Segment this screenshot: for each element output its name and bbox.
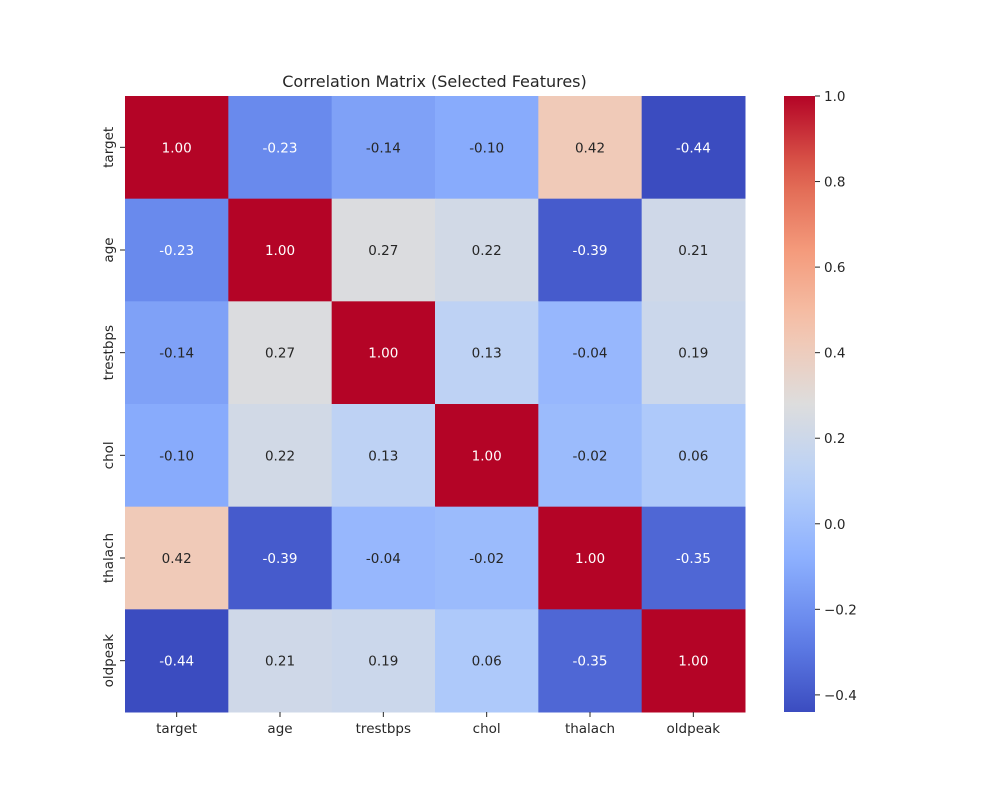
heatmap-cell: [641, 506, 746, 610]
y-tick-label: age: [101, 237, 117, 262]
cell-value-label: 0.22: [472, 243, 502, 259]
cell-value-label: -0.02: [573, 448, 608, 464]
y-tick-label: thalach: [101, 533, 117, 583]
cell-value-label: 1.00: [575, 551, 605, 567]
cell-value-label: -0.39: [263, 551, 298, 567]
colorbar-tick-label: 0.0: [824, 517, 845, 533]
cell-value-label: 0.19: [368, 654, 398, 670]
cell-value-label: -0.44: [676, 140, 711, 156]
y-axis-ticks: target age trestbps chol thalach oldpeak: [101, 127, 125, 688]
cell-value-label: -0.14: [366, 140, 401, 156]
y-tick-label: trestbps: [101, 325, 117, 380]
cell-value-label: 0.13: [472, 346, 502, 362]
heatmap-cell: [125, 506, 229, 610]
heatmap-cell: [331, 96, 436, 200]
heatmap-cell: [125, 404, 229, 508]
cell-value-label: 0.19: [678, 346, 708, 362]
heatmap-cell: [125, 198, 229, 302]
cell-value-label: -0.14: [159, 346, 194, 362]
cell-value-label: -0.23: [159, 243, 194, 259]
colorbar-tick-label: −0.4: [824, 688, 857, 704]
heatmap-cell: [125, 301, 229, 405]
heatmap-cell: [435, 96, 539, 200]
cell-value-label: 0.06: [472, 654, 502, 670]
heatmap-cell: [641, 198, 746, 302]
colorbar-tick-label: −0.2: [824, 602, 857, 618]
cell-value-label: -0.35: [573, 654, 608, 670]
heatmap-cell: [331, 198, 436, 302]
heatmap-cell: [538, 609, 643, 713]
heatmap-cell: [641, 96, 746, 200]
heatmap-cell: [331, 506, 436, 610]
y-tick-label: chol: [101, 441, 117, 469]
heatmap-cell: [125, 609, 229, 713]
cell-value-label: 0.42: [162, 551, 192, 567]
x-tick-label: oldpeak: [667, 721, 721, 737]
heatmap-cell: [641, 301, 746, 405]
heatmap-cell: [538, 506, 643, 610]
cell-value-label: 0.21: [678, 243, 708, 259]
x-tick-label: age: [267, 721, 292, 737]
cell-value-label: 0.13: [368, 448, 398, 464]
heatmap-cell: [538, 301, 643, 405]
cell-value-label: -0.39: [573, 243, 608, 259]
heatmap-cell: [435, 506, 539, 610]
cell-value-label: 0.21: [265, 654, 295, 670]
cell-value-label: -0.10: [469, 140, 504, 156]
cell-value-label: 0.22: [265, 448, 295, 464]
cell-value-label: -0.02: [469, 551, 504, 567]
heatmap-cell: [538, 96, 643, 200]
cell-value-label: -0.04: [573, 346, 608, 362]
cell-value-label: 1.00: [162, 140, 192, 156]
heatmap-cell: [641, 609, 746, 713]
heatmap-cell: [125, 96, 229, 200]
heatmap-cell: [538, 404, 643, 508]
heatmap-cells: 1.00 -0.23 -0.14 -0.10 0.42 -0.44 -0.23 1.00 0.2…: [125, 96, 746, 713]
cell-value-label: -0.10: [159, 448, 194, 464]
heatmap-cell: [435, 609, 539, 713]
x-tick-label: trestbps: [356, 721, 411, 737]
cell-value-label: 0.06: [678, 448, 708, 464]
heatmap-cell: [435, 301, 539, 405]
heatmap-cell: [228, 301, 333, 405]
cell-value-label: 1.00: [368, 346, 398, 362]
cell-value-label: 0.27: [265, 346, 295, 362]
x-tick-label: chol: [473, 721, 501, 737]
colorbar-gradient: [784, 96, 815, 712]
heatmap-cell: [435, 198, 539, 302]
heatmap-cell: [228, 404, 333, 508]
x-axis-ticks: target age trestbps chol thalach oldpeak: [156, 712, 720, 737]
heatmap-cell: [641, 404, 746, 508]
heatmap-cell: [228, 96, 333, 200]
cell-value-label: -0.04: [366, 551, 401, 567]
colorbar-tick-label: 0.8: [824, 175, 845, 191]
heatmap-cell: [228, 609, 333, 713]
cell-value-label: 1.00: [472, 448, 502, 464]
heatmap-cell: [435, 404, 539, 508]
colorbar-tick-label: 0.2: [824, 431, 845, 447]
heatmap-cell: [538, 198, 643, 302]
heatmap-cell: [228, 198, 333, 302]
cell-value-label: -0.35: [676, 551, 711, 567]
x-tick-label: target: [156, 721, 197, 737]
colorbar-tick-label: 0.6: [824, 260, 845, 276]
colorbar: −0.4 −0.2 0.0 0.2 0.4 0.6 0.8 1.0: [784, 89, 857, 712]
heatmap-cell: [228, 506, 333, 610]
y-tick-label: target: [101, 127, 117, 168]
heatmap-cell: [331, 609, 436, 713]
cell-value-label: -0.23: [263, 140, 298, 156]
cell-value-label: -0.44: [159, 654, 194, 670]
x-tick-label: thalach: [565, 721, 615, 737]
colorbar-tick-label: 1.0: [824, 89, 845, 105]
chart-title: Correlation Matrix (Selected Features): [282, 72, 587, 91]
heatmap-cell: [331, 404, 436, 508]
cell-value-label: 0.42: [575, 140, 605, 156]
cell-value-label: 1.00: [678, 654, 708, 670]
y-tick-label: oldpeak: [101, 634, 117, 688]
cell-value-label: 1.00: [265, 243, 295, 259]
heatmap-cell: [331, 301, 436, 405]
cell-value-label: 0.27: [368, 243, 398, 259]
colorbar-tick-label: 0.4: [824, 346, 845, 362]
